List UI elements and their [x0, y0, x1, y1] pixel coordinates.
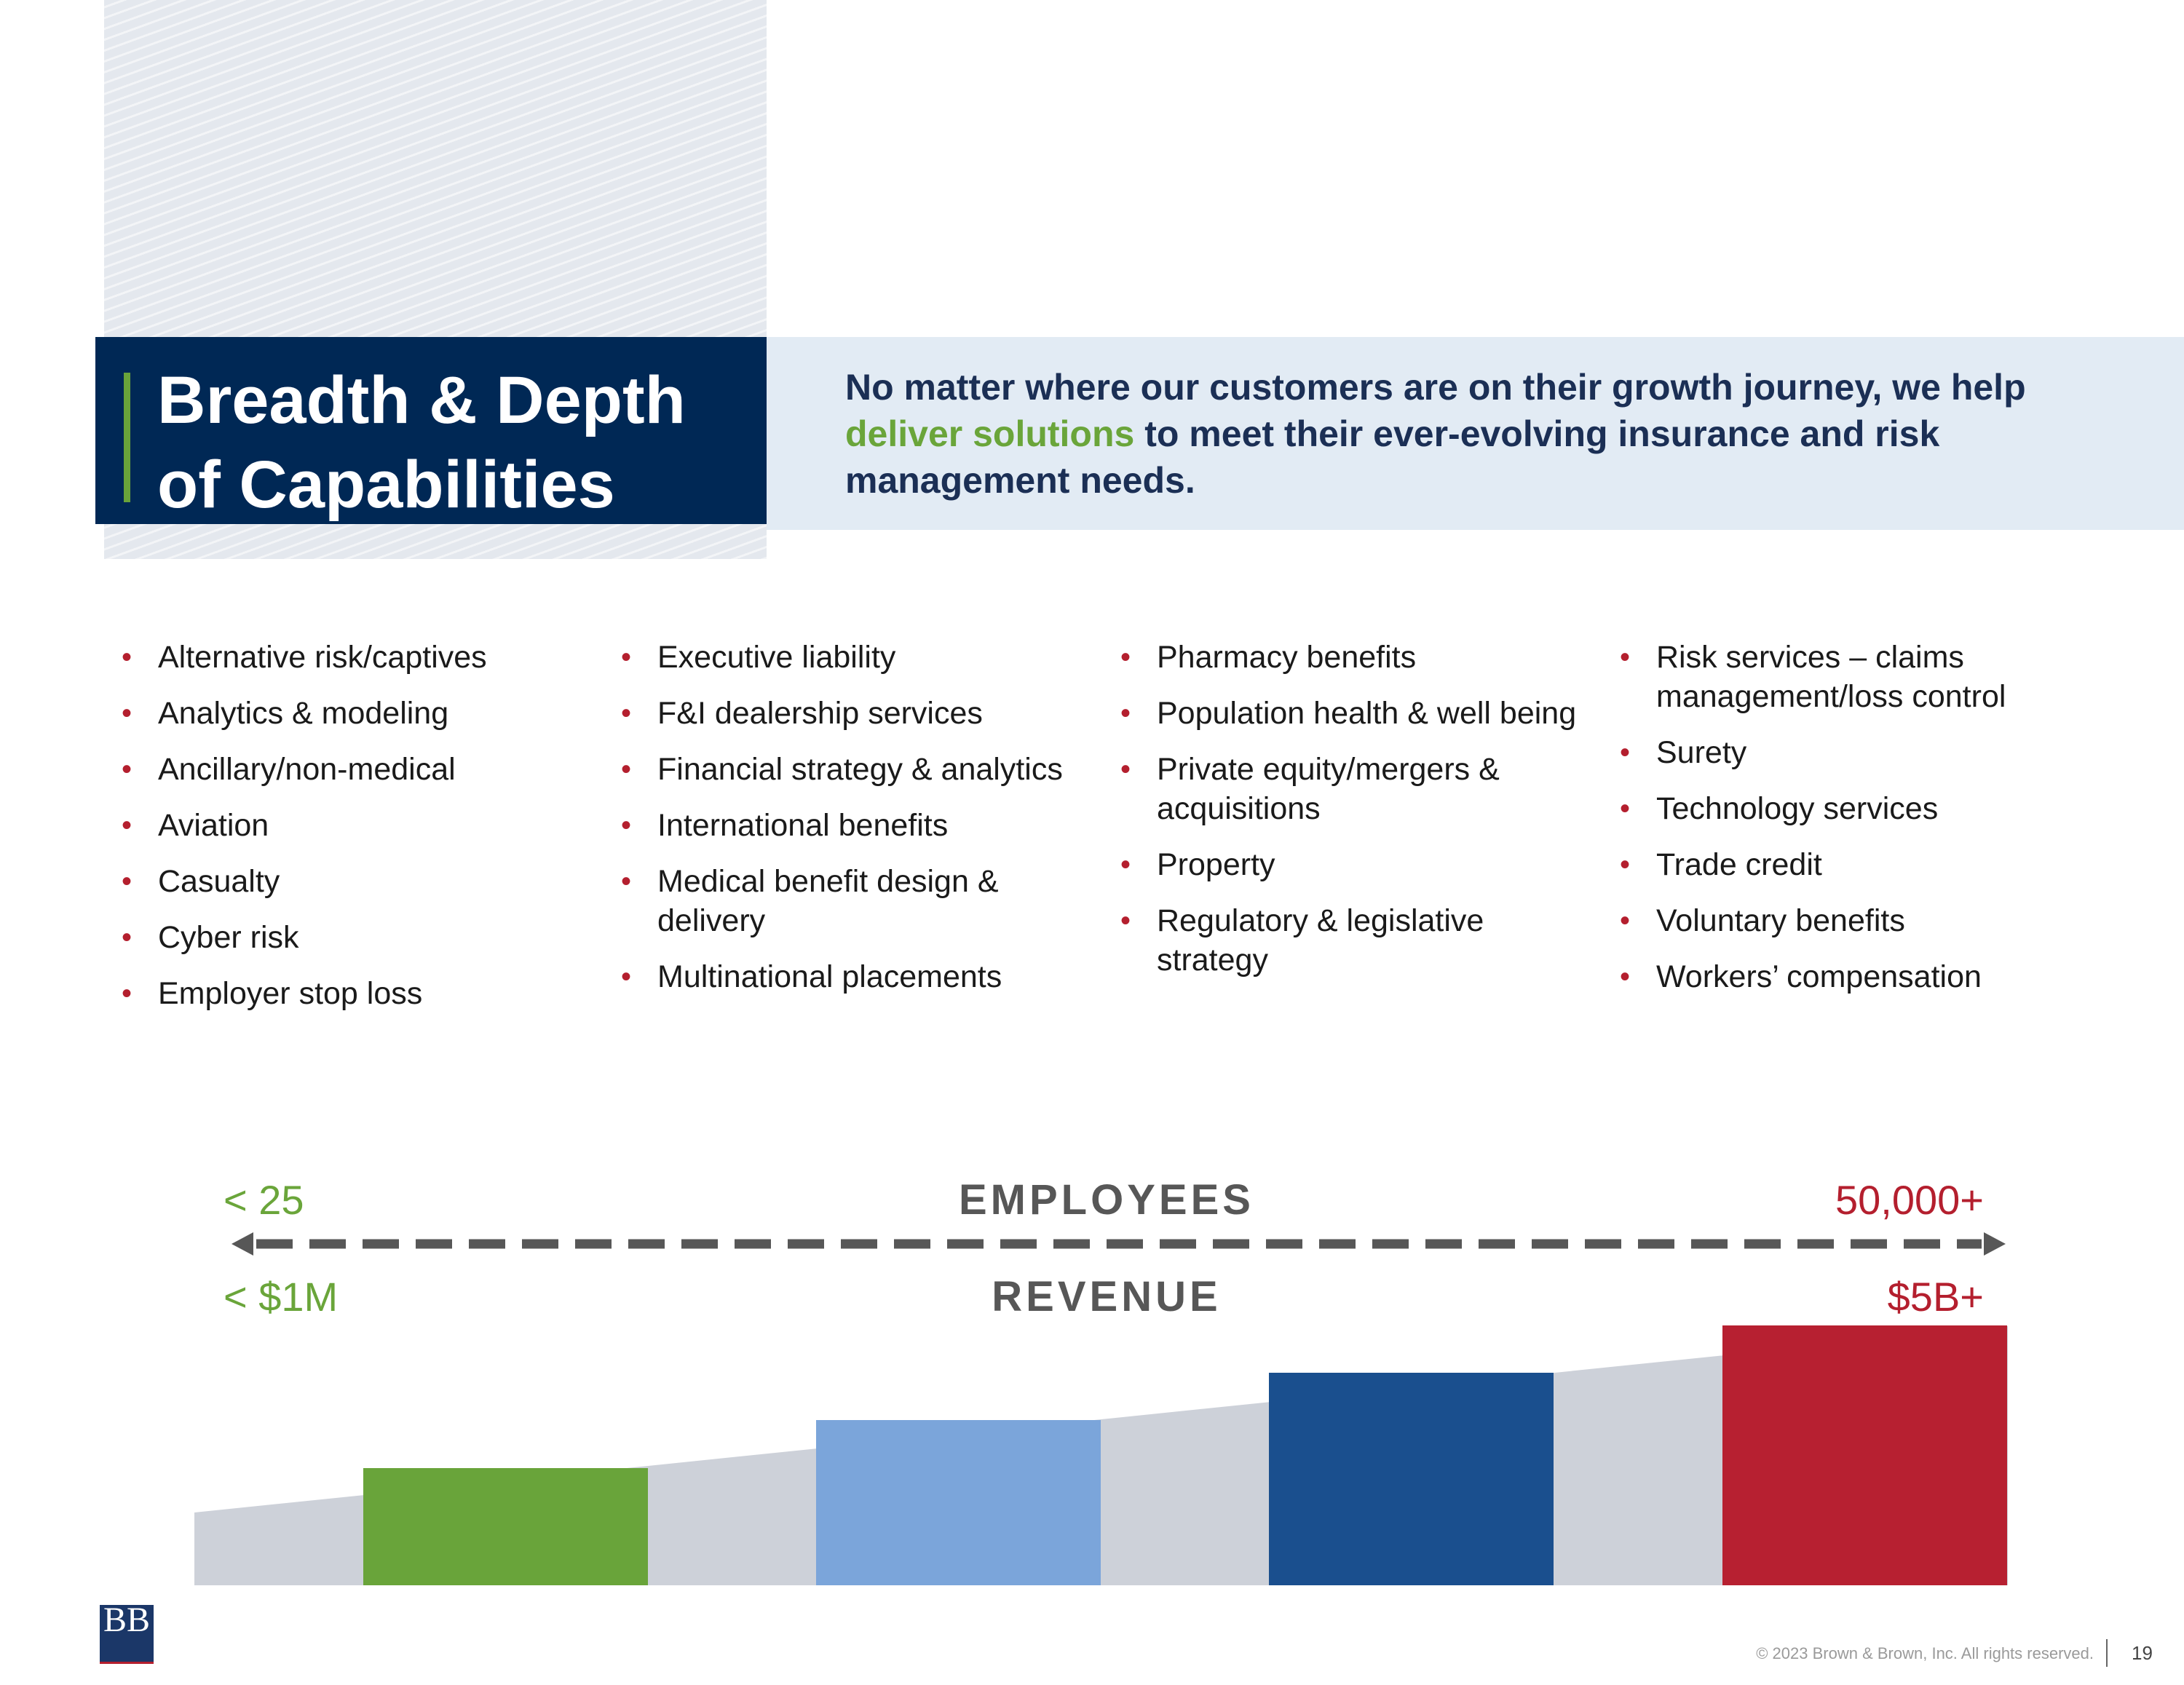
capability-item: Pharmacy benefits: [1120, 638, 1586, 677]
capabilities-column-1: Alternative risk/captives Analytics & mod…: [122, 638, 587, 1030]
capability-item: Cyber risk: [122, 918, 587, 957]
tagline-text-end: to meet their ever-evolving insurance an…: [845, 413, 1940, 501]
capability-item: Employer stop loss: [122, 974, 587, 1013]
title-box: [95, 337, 767, 524]
capabilities-column-3: Pharmacy benefits Population health & wel…: [1120, 638, 1586, 996]
capability-item: Aviation: [122, 806, 587, 845]
copyright: © 2023 Brown & Brown, Inc. All rights re…: [1756, 1644, 2094, 1662]
footer-divider: [2106, 1639, 2108, 1667]
capability-item: Surety: [1620, 733, 2086, 772]
page-number: 19: [2132, 1642, 2153, 1664]
capability-item: Casualty: [122, 862, 587, 901]
capability-item: International benefits: [621, 806, 1087, 845]
capability-item: Trade credit: [1620, 845, 2086, 884]
growth-bar-4: [1722, 1325, 2007, 1585]
page-title: Breadth & Depth of Capabilities: [157, 363, 686, 522]
tagline: No matter where our customers are on the…: [845, 364, 2039, 504]
logo-underline: [100, 1662, 154, 1664]
growth-bar-1: [363, 1468, 648, 1585]
capability-item: Financial strategy & analytics: [621, 750, 1087, 789]
capability-item: Regulatory & legislative strategy: [1120, 901, 1586, 980]
tagline-highlight: deliver solutions: [845, 413, 1135, 454]
capability-item: Multinational placements: [621, 957, 1087, 996]
capabilities-column-2: Executive liability F&I dealership servic…: [621, 638, 1087, 1013]
arrow-right-head: [1984, 1232, 2006, 1256]
employees-low-label: < 25: [223, 1177, 304, 1223]
arrow-left-head: [232, 1232, 253, 1256]
revenue-label: REVENUE: [992, 1273, 1222, 1320]
capability-item: Population health & well being: [1120, 694, 1586, 733]
capability-item: Technology services: [1620, 789, 2086, 828]
tagline-box: [767, 337, 2184, 530]
growth-bar-3: [1269, 1373, 1554, 1585]
capability-item: Private equity/mergers & acquisitions: [1120, 750, 1586, 828]
company-logo: [100, 1605, 154, 1662]
capability-item: F&I dealership services: [621, 694, 1087, 733]
capability-item: Analytics & modeling: [122, 694, 587, 733]
capability-item: Alternative risk/captives: [122, 638, 587, 677]
capability-item: Executive liability: [621, 638, 1087, 677]
revenue-low-label: < $1M: [223, 1274, 339, 1320]
revenue-high-label: $5B+: [1887, 1274, 1984, 1320]
growth-bar-2: [816, 1420, 1101, 1585]
logo-monogram: BB: [103, 1601, 151, 1639]
capability-item: Voluntary benefits: [1620, 901, 2086, 940]
growth-graphic: [194, 1325, 2008, 1585]
title-accent-bar: [124, 373, 130, 502]
employees-high-label: 50,000+: [1835, 1177, 1984, 1223]
employees-label: EMPLOYEES: [959, 1176, 1254, 1224]
capability-item: Risk services – claims management/loss c…: [1620, 638, 2086, 716]
capability-item: Property: [1120, 845, 1586, 884]
scale-arrow: [232, 1232, 2006, 1256]
capability-item: Ancillary/non-medical: [122, 750, 587, 789]
capability-item: Workers’ compensation: [1620, 957, 2086, 996]
capabilities-column-4: Risk services – claims management/loss c…: [1620, 638, 2086, 1013]
tagline-text-start: No matter where our customers are on the…: [845, 367, 2026, 408]
capability-item: Medical benefit design & delivery: [621, 862, 1087, 940]
